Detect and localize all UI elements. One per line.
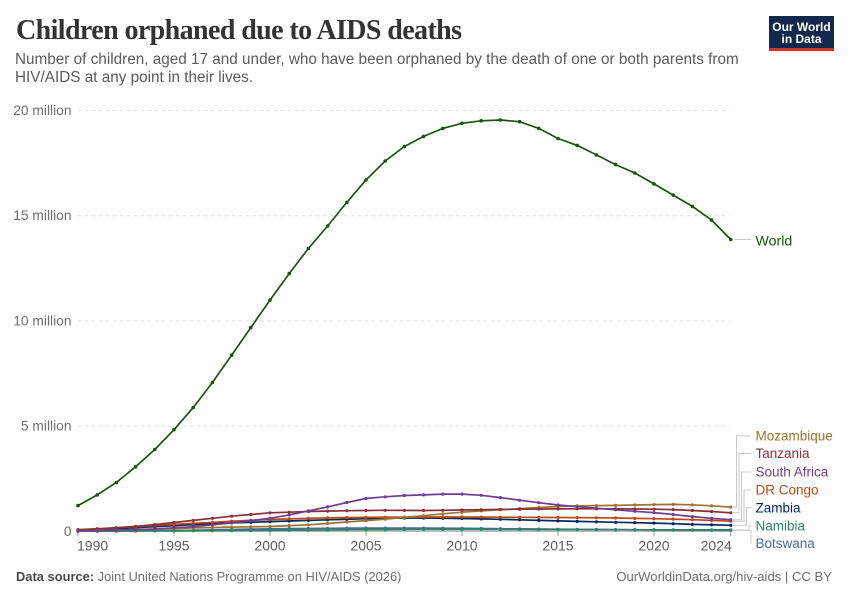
svg-text:10 million: 10 million <box>13 313 71 328</box>
svg-text:Namibia: Namibia <box>756 519 806 534</box>
svg-text:0: 0 <box>64 524 72 539</box>
svg-text:South Africa: South Africa <box>756 465 829 480</box>
svg-text:Tanzania: Tanzania <box>756 446 811 461</box>
svg-text:Mozambique: Mozambique <box>756 428 833 443</box>
svg-text:5 million: 5 million <box>21 419 72 434</box>
svg-text:Zambia: Zambia <box>756 500 802 515</box>
svg-text:2005: 2005 <box>350 538 381 554</box>
svg-text:20 million: 20 million <box>13 103 71 118</box>
svg-text:2024: 2024 <box>701 538 732 554</box>
svg-text:World: World <box>756 233 793 249</box>
svg-text:2010: 2010 <box>446 538 477 554</box>
svg-text:1995: 1995 <box>158 538 189 554</box>
svg-text:15 million: 15 million <box>13 208 71 223</box>
svg-text:2000: 2000 <box>254 538 285 554</box>
svg-text:2020: 2020 <box>638 538 669 554</box>
svg-text:DR Congo: DR Congo <box>756 483 819 498</box>
svg-text:Botswana: Botswana <box>756 536 816 551</box>
svg-text:1990: 1990 <box>77 538 108 554</box>
svg-text:2015: 2015 <box>542 538 573 554</box>
